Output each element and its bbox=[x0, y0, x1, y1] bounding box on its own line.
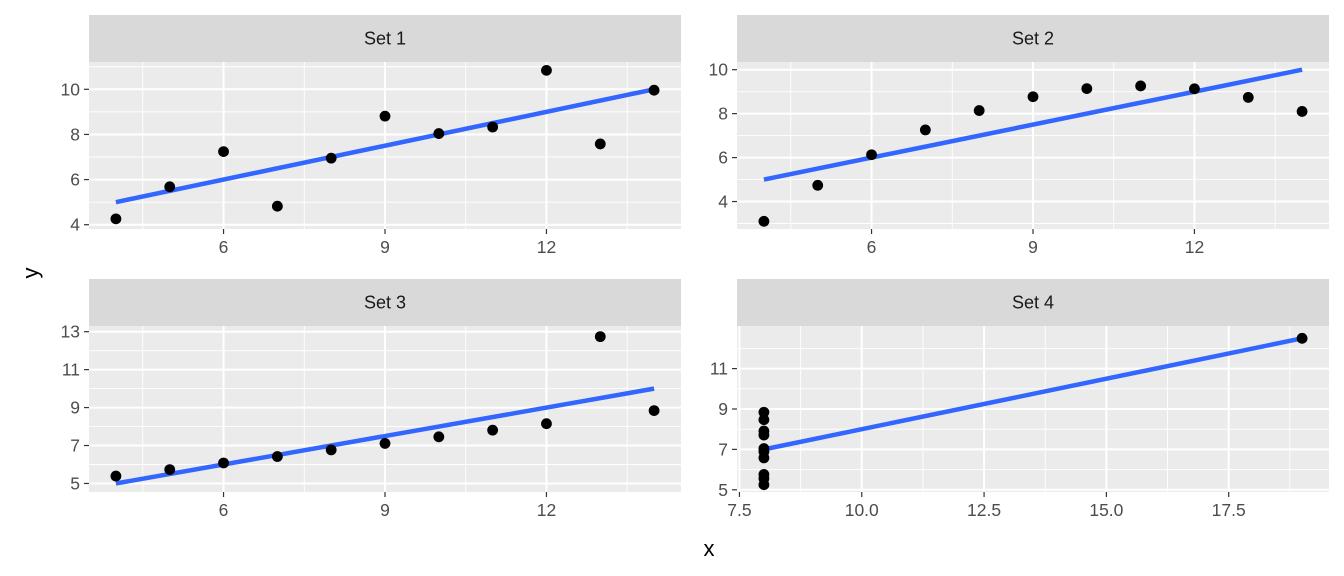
y-tick-label: 8 bbox=[70, 124, 80, 144]
data-point bbox=[758, 414, 770, 426]
x-tick-label: 6 bbox=[867, 237, 877, 257]
x-tick-label: 6 bbox=[219, 500, 229, 520]
fit-line bbox=[115, 386, 655, 486]
data-point bbox=[594, 331, 606, 343]
facet-panel-2: Set 2 6 9 12 4 6 8 10 bbox=[709, 15, 1329, 257]
y-tick-label: 8 bbox=[718, 104, 728, 124]
data-point bbox=[1296, 332, 1308, 344]
data-point bbox=[1135, 80, 1147, 92]
facet-panel-3: Set 3 6 9 12 5 7 9 11 13 bbox=[61, 279, 681, 520]
data-point bbox=[379, 438, 391, 449]
y-tick-label: 4 bbox=[70, 215, 80, 235]
y-tick-label: 4 bbox=[718, 192, 728, 212]
y-tick-label: 6 bbox=[718, 148, 728, 168]
x-tick-label: 12.5 bbox=[967, 500, 1001, 520]
data-point bbox=[164, 181, 176, 193]
x-tick-label: 9 bbox=[380, 500, 390, 520]
data-point bbox=[1027, 91, 1039, 103]
data-point bbox=[758, 473, 770, 484]
data-point bbox=[379, 110, 391, 122]
data-point bbox=[164, 464, 176, 476]
facet-strip-label: Set 2 bbox=[1012, 29, 1054, 49]
y-tick-label: 11 bbox=[62, 360, 80, 380]
y-tick-label: 10 bbox=[61, 79, 81, 99]
y-axis-title: y bbox=[18, 268, 43, 279]
y-tick-label: 10 bbox=[709, 60, 729, 80]
data-point bbox=[973, 105, 985, 116]
data-point bbox=[325, 444, 337, 456]
data-point bbox=[271, 200, 283, 212]
x-tick-label: 9 bbox=[1028, 237, 1038, 257]
facet-strip-label: Set 4 bbox=[1012, 293, 1054, 313]
fit-line bbox=[763, 336, 1303, 452]
y-tick-label: 5 bbox=[718, 480, 728, 500]
facet-strip bbox=[737, 279, 1329, 326]
facet-panel-4: Set 4 7.5 10.0 12.5 15.0 17.5 5 7 9 11 bbox=[710, 279, 1329, 520]
data-point bbox=[758, 425, 770, 437]
data-point bbox=[433, 431, 445, 443]
data-point bbox=[110, 470, 122, 482]
x-tick-label: 7.5 bbox=[727, 500, 751, 520]
y-tick-label: 13 bbox=[61, 322, 80, 342]
data-point bbox=[218, 146, 229, 157]
y-tick-label: 11 bbox=[710, 359, 728, 379]
fit-line bbox=[763, 67, 1303, 182]
data-point bbox=[541, 418, 552, 430]
data-point bbox=[866, 149, 877, 161]
data-point bbox=[1189, 83, 1200, 95]
fit-line bbox=[115, 87, 655, 205]
x-tick-label: 12 bbox=[537, 237, 556, 257]
data-point bbox=[218, 457, 229, 469]
data-point bbox=[1081, 83, 1093, 94]
facet-strip-label: Set 3 bbox=[364, 293, 406, 313]
facet-panel-1: Set 1 6 9 12 4 6 8 10 bbox=[61, 15, 681, 257]
data-point bbox=[1296, 106, 1308, 117]
data-point bbox=[433, 128, 445, 139]
x-tick-label: 12 bbox=[537, 500, 556, 520]
x-tick-label: 17.5 bbox=[1212, 500, 1246, 520]
y-tick-label: 9 bbox=[718, 399, 728, 419]
facet-strip bbox=[89, 15, 681, 62]
facet-strip-label: Set 1 bbox=[364, 29, 406, 49]
data-point bbox=[1242, 91, 1254, 103]
data-point bbox=[325, 152, 337, 164]
y-tick-label: 6 bbox=[70, 170, 80, 190]
data-point bbox=[812, 179, 824, 191]
data-point bbox=[648, 405, 660, 417]
data-point bbox=[758, 215, 770, 227]
data-point bbox=[758, 446, 770, 458]
y-tick-label: 5 bbox=[70, 473, 80, 493]
x-tick-label: 15.0 bbox=[1089, 500, 1123, 520]
data-point bbox=[919, 124, 931, 136]
data-point bbox=[541, 64, 552, 76]
x-tick-label: 9 bbox=[380, 237, 390, 257]
data-point bbox=[271, 451, 283, 462]
y-tick-label: 7 bbox=[718, 439, 728, 459]
x-axis-title: x bbox=[704, 536, 715, 561]
facet-strip bbox=[737, 15, 1329, 62]
y-tick-label: 9 bbox=[70, 398, 80, 418]
data-point bbox=[487, 424, 499, 436]
data-point bbox=[758, 406, 770, 418]
x-tick-label: 10.0 bbox=[845, 500, 879, 520]
data-point bbox=[110, 213, 122, 225]
y-tick-label: 7 bbox=[70, 436, 80, 456]
panel-group: Set 1 6 9 12 4 6 8 10 Set 2 6 9 12 4 6 8 10 Set 3 6 9 12 5 7 9… bbox=[61, 15, 1329, 520]
data-point bbox=[648, 84, 660, 96]
data-point bbox=[594, 138, 606, 150]
x-tick-label: 6 bbox=[219, 237, 229, 257]
data-point bbox=[487, 121, 499, 133]
x-tick-label: 12 bbox=[1185, 237, 1204, 257]
facet-strip bbox=[89, 279, 681, 326]
